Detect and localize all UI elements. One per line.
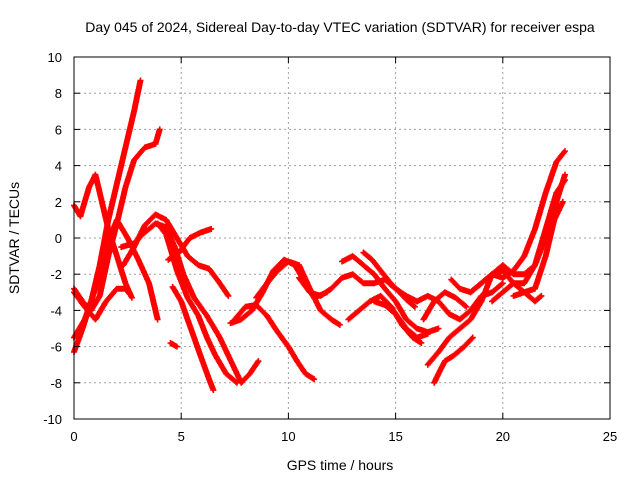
y-tick-label: 6 xyxy=(55,122,62,137)
y-tick-label: 0 xyxy=(55,231,62,246)
marker-trace xyxy=(510,198,566,299)
chart-title: Day 045 of 2024, Sidereal Day-to-day VTE… xyxy=(85,19,595,35)
marker-trace xyxy=(360,249,418,310)
series-arc-10 xyxy=(169,283,217,394)
y-axis-label: SDTVAR / TECUs xyxy=(6,182,22,294)
x-axis-label: GPS time / hours xyxy=(287,457,394,473)
series-arc-9 xyxy=(154,220,240,386)
x-tick-label: 0 xyxy=(70,429,77,444)
series-arc-19 xyxy=(371,298,431,341)
y-tick-label: -4 xyxy=(50,303,62,318)
y-tick-label: 10 xyxy=(48,50,62,65)
marker-trace xyxy=(431,334,476,386)
axis-ticks: 0 5 10 15 20 25 -10 -8 -6 -4 -2 0 2 4 6 8 10 xyxy=(43,50,617,444)
x-tick-label: 15 xyxy=(388,429,402,444)
series-arc-23 xyxy=(431,334,476,386)
x-tick-label: 10 xyxy=(281,429,295,444)
marker-trace xyxy=(169,283,217,394)
y-tick-label: 2 xyxy=(55,195,62,210)
marker-trace xyxy=(489,177,568,305)
series-arc-18 xyxy=(360,249,418,310)
marker-trace xyxy=(420,289,470,323)
series-arc-11 xyxy=(167,340,180,350)
series-arc-21 xyxy=(420,289,470,323)
marker-trace xyxy=(118,220,262,386)
series-arc-25 xyxy=(467,148,568,296)
y-tick-label: 8 xyxy=(55,86,62,101)
y-tick-label: -8 xyxy=(50,376,62,391)
marker-trace xyxy=(154,220,240,386)
y-tick-label: 4 xyxy=(55,159,62,174)
x-tick-label: 5 xyxy=(178,429,185,444)
data-points xyxy=(71,77,568,394)
marker-trace xyxy=(167,340,180,350)
marker-trace xyxy=(371,298,431,341)
series-arc-13 xyxy=(231,302,318,383)
series-arc-27 xyxy=(510,198,566,299)
series-arc-8 xyxy=(118,220,262,386)
x-tick-label: 25 xyxy=(603,429,617,444)
marker-trace xyxy=(120,211,232,299)
y-tick-label: -10 xyxy=(43,412,62,427)
y-tick-label: -6 xyxy=(50,340,62,355)
series-arc-26 xyxy=(489,177,568,305)
series-arc-6 xyxy=(120,211,232,299)
marker-trace xyxy=(231,302,318,383)
y-tick-label: -2 xyxy=(50,267,62,282)
marker-trace xyxy=(467,148,568,296)
x-tick-label: 20 xyxy=(496,429,510,444)
